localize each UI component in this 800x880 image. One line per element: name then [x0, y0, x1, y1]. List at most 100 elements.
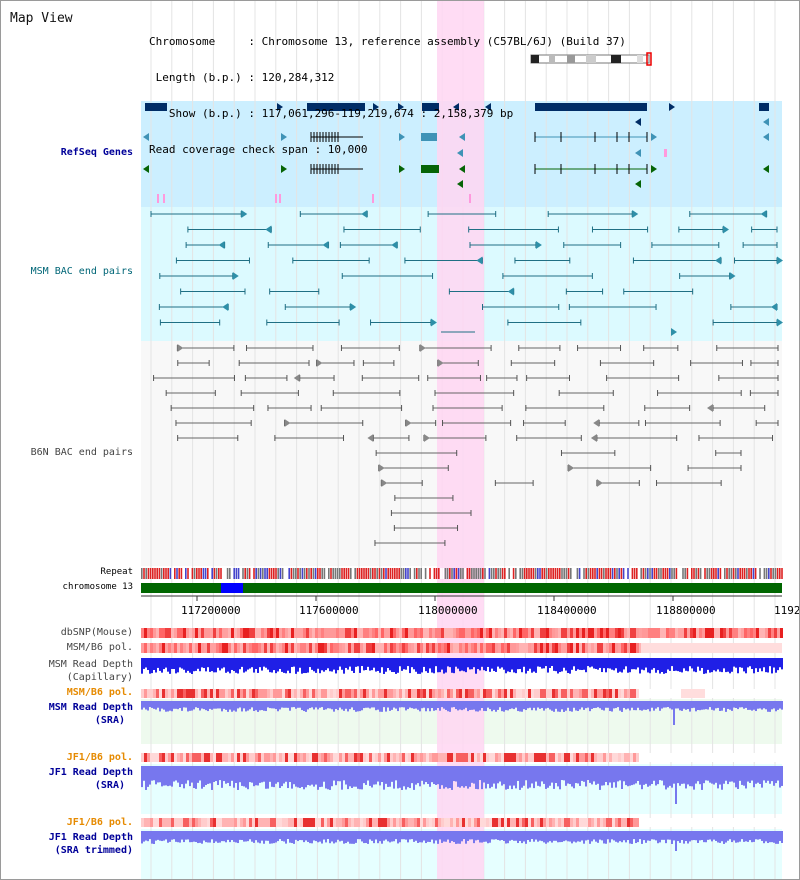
heat-cell	[342, 643, 345, 653]
repeat-element	[486, 568, 488, 579]
read-depth-bar	[183, 766, 185, 789]
heat-cell	[678, 818, 681, 827]
heat-cell	[519, 753, 522, 762]
repeat-element	[605, 568, 607, 579]
heat-cell	[651, 689, 654, 698]
track-label-jf1-b6-pol-1[interactable]: JF1/B6 pol.	[66, 752, 133, 763]
heat-cell	[579, 753, 582, 762]
track-label-jf1-depth-trim[interactable]: JF1 Read Depth	[48, 832, 133, 843]
heat-cell	[462, 643, 465, 653]
heat-cell	[471, 689, 474, 698]
read-depth-bar	[199, 831, 201, 843]
read-depth-bar	[725, 701, 727, 712]
read-depth-bar	[723, 831, 725, 844]
read-depth-bar	[169, 831, 171, 842]
read-depth-bar	[713, 831, 715, 840]
read-depth-bar	[351, 658, 353, 671]
read-depth-bar	[705, 658, 707, 674]
heat-cell	[519, 643, 522, 653]
read-depth-bar	[649, 658, 651, 674]
read-depth-bar	[731, 831, 733, 843]
read-depth-bar	[219, 658, 221, 671]
read-depth-bar	[287, 701, 289, 708]
read-depth-bar	[171, 701, 173, 712]
read-depth-bar	[397, 658, 399, 673]
heat-cell	[498, 689, 501, 698]
track-label-msm-depth-sra[interactable]: MSM Read Depth	[48, 702, 133, 713]
read-depth-bar	[249, 658, 251, 669]
read-depth-bar	[651, 658, 653, 670]
heat-cell	[429, 643, 432, 653]
repeat-element	[396, 568, 398, 579]
read-depth-bar	[551, 766, 553, 783]
repeat-element	[407, 568, 409, 579]
track-label-msm-depth-cap[interactable]: MSM Read Depth	[48, 659, 133, 670]
read-depth-bar	[299, 766, 301, 789]
read-depth-bar	[359, 658, 361, 673]
heat-cell	[465, 818, 468, 827]
read-depth-bar	[369, 766, 371, 786]
repeat-element	[510, 568, 513, 579]
read-depth-bar	[489, 831, 491, 843]
heat-cell	[606, 643, 609, 653]
heat-cell	[528, 753, 531, 762]
read-depth-bar	[403, 831, 405, 840]
heat-cell	[174, 689, 177, 698]
heat-cell	[537, 643, 540, 653]
track-label-msm-bac[interactable]: MSM BAC end pairs	[30, 266, 133, 277]
read-depth-bar	[327, 831, 329, 840]
track-label-dbsnp[interactable]: dbSNP(Mouse)	[60, 627, 133, 638]
strand-arrow	[350, 303, 357, 311]
read-depth-bar	[509, 701, 511, 710]
heat-cell	[216, 753, 219, 762]
read-depth-bar	[173, 658, 175, 670]
repeat-element	[229, 568, 231, 579]
read-depth-bar	[587, 658, 589, 667]
heat-cell	[414, 628, 417, 638]
heat-cell	[162, 818, 165, 827]
read-depth-bar	[255, 766, 257, 786]
heat-cell	[171, 753, 174, 762]
heat-cell	[393, 628, 396, 638]
heat-cell	[213, 818, 216, 827]
refseq-gene	[307, 103, 365, 111]
repeat-element	[495, 568, 497, 579]
track-label-jf1-depth-sra[interactable]: JF1 Read Depth	[48, 767, 133, 778]
heat-cell	[408, 818, 411, 827]
track-label-repeat[interactable]: Repeat	[100, 567, 133, 577]
axis-tick-label: 117200000	[181, 604, 241, 617]
heat-cell	[141, 818, 144, 827]
heat-cell	[150, 628, 153, 638]
heat-cell	[276, 689, 279, 698]
repeat-element	[750, 568, 752, 579]
heat-cell	[216, 628, 219, 638]
track-label-msm-b6-pol-2[interactable]: MSM/B6 pol.	[66, 687, 133, 698]
heat-cell	[627, 689, 630, 698]
read-depth-bar	[351, 766, 353, 788]
heat-cell	[693, 753, 696, 762]
heat-cell	[750, 689, 753, 698]
track-label-b6n-bac[interactable]: B6N BAC end pairs	[30, 447, 133, 458]
read-depth-bar	[281, 831, 283, 841]
heat-cell	[450, 628, 453, 638]
read-depth-bar	[671, 766, 673, 788]
track-label-jf1-b6-pol-2[interactable]: JF1/B6 pol.	[66, 817, 133, 828]
read-depth-bar	[487, 831, 489, 844]
heat-cell	[264, 753, 267, 762]
repeat-element	[757, 568, 759, 579]
refseq-gene	[421, 133, 437, 141]
heat-cell	[564, 628, 567, 638]
read-depth-bar	[473, 831, 475, 844]
repeat-element	[244, 568, 246, 579]
heat-cell	[672, 689, 675, 698]
heat-cell	[729, 818, 732, 827]
read-depth-bar	[691, 831, 693, 841]
read-depth-bar	[189, 831, 191, 843]
read-depth-bar	[423, 701, 425, 708]
track-label-refseq[interactable]: RefSeq Genes	[60, 147, 133, 158]
repeat-element	[539, 568, 541, 579]
track-label-msm-b6-pol-1[interactable]: MSM/B6 pol.	[66, 642, 133, 653]
heat-cell	[366, 753, 369, 762]
read-depth-bar	[777, 766, 779, 781]
